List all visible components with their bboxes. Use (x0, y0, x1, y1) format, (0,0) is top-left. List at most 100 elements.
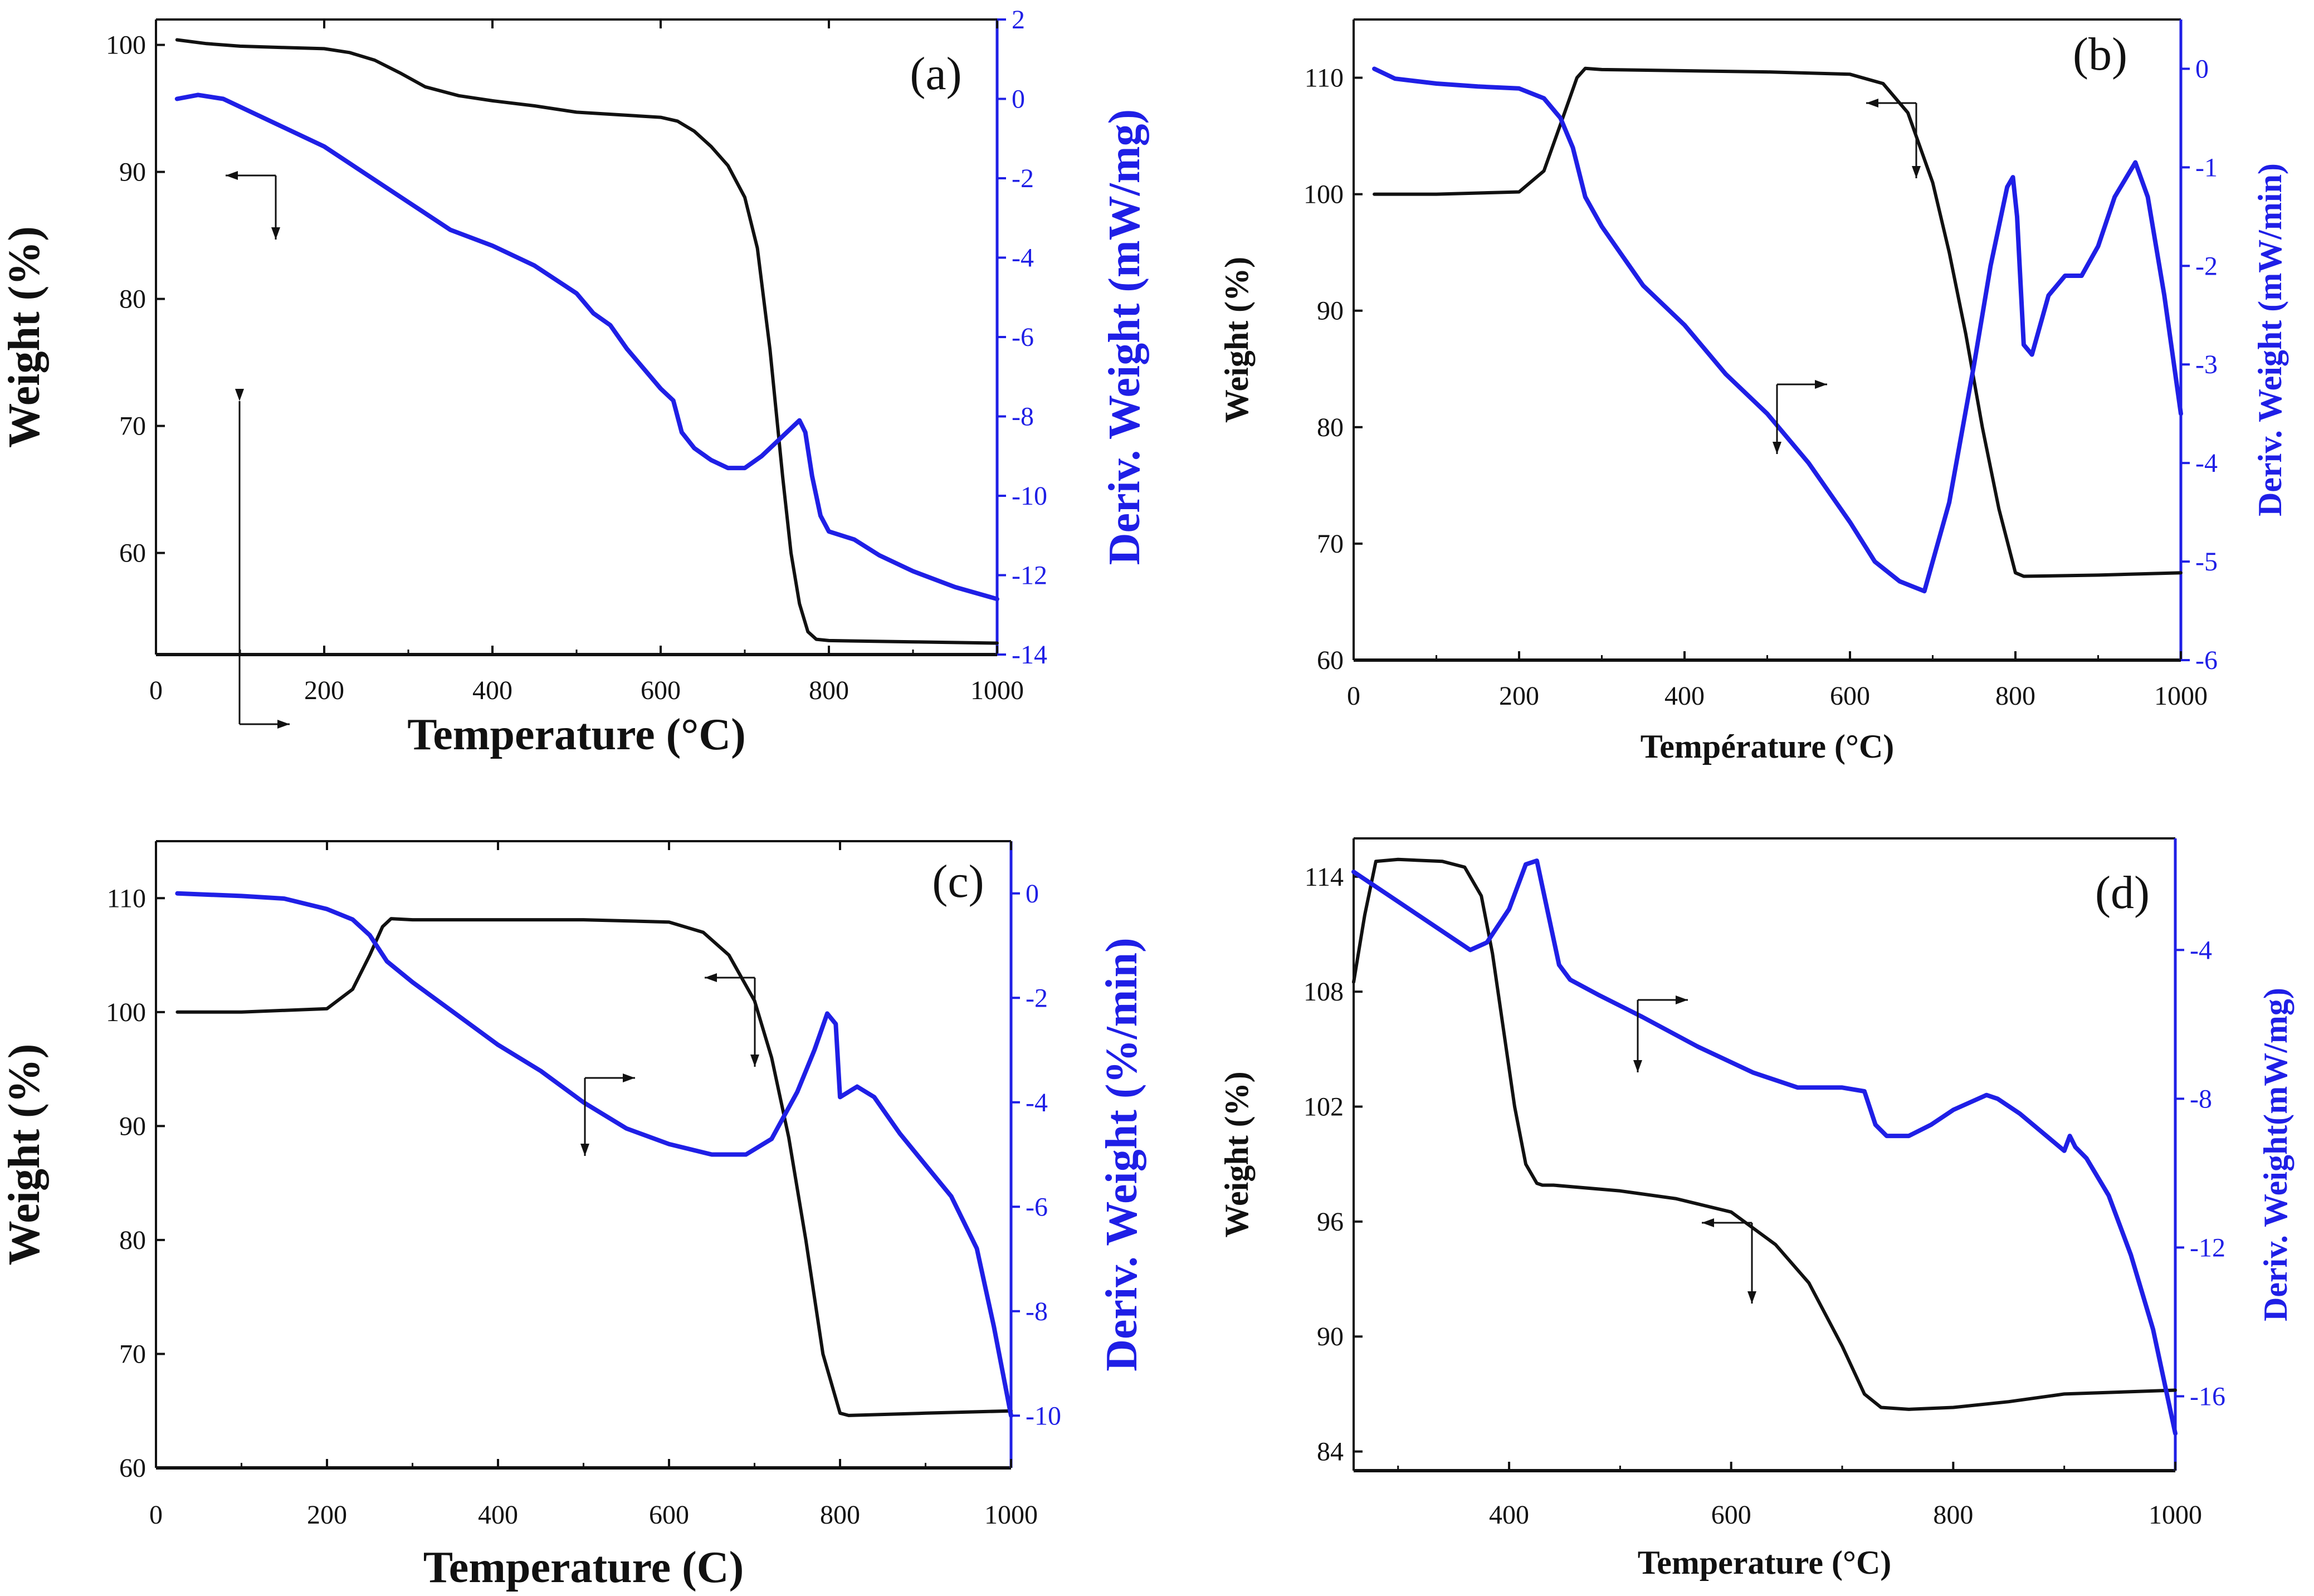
y-tick-label: 84 (1317, 1437, 1344, 1467)
y-axis-title: Weight (%) (0, 226, 49, 448)
y-tick-label: 90 (119, 158, 146, 187)
x-tick-label: 1000 (2149, 1500, 2202, 1530)
y-tick-label: 60 (119, 539, 146, 568)
y-tick-label: 108 (1304, 977, 1344, 1007)
y-tick-label: 100 (106, 998, 146, 1027)
y-axis-title: Weight (%) (1218, 1071, 1255, 1237)
x-tick-label: 400 (472, 676, 512, 705)
chart-panel-4: 400 600 800 1000 84 90 96 102 108 114 -16 -12 -8 -4 Te… (1218, 837, 2294, 1581)
y2-tick-label: -8 (1026, 1297, 1048, 1326)
x-axis-title: Temperature (C) (423, 1543, 744, 1592)
y-tick-label: 100 (106, 31, 146, 60)
y2-tick-label: -2 (2195, 251, 2218, 281)
y2-tick-label: -2 (1026, 983, 1048, 1013)
y-tick-label: 102 (1304, 1092, 1344, 1122)
panel-label: (c) (932, 856, 984, 907)
y-tick-label: 60 (119, 1453, 146, 1483)
arrow-to-left-axis (1702, 1218, 1756, 1304)
arrow-to-right-axis (1773, 380, 1827, 454)
y2-tick-label: -10 (1012, 481, 1047, 511)
y2-axis-title: Deriv. Weight (%/min) (1097, 938, 1146, 1371)
y-tick-label: 90 (1317, 296, 1344, 326)
arrow-head (1866, 99, 1878, 108)
y-tick-label: 110 (107, 884, 146, 913)
arrow-head (226, 171, 238, 180)
arrow-head (277, 720, 290, 729)
y2-tick-label: -6 (1026, 1192, 1048, 1222)
x-tick-label: 1000 (984, 1500, 1038, 1530)
x-axis-title: Température (°C) (1641, 728, 1895, 765)
y2-tick-label: -4 (2190, 935, 2212, 965)
x-tick-label: 0 (1347, 681, 1360, 711)
y2-tick-label: -8 (1012, 402, 1034, 432)
deriv-weight-series (175, 891, 1013, 1418)
y2-tick-label: -4 (2195, 448, 2218, 478)
x-tick-label: 1000 (2154, 681, 2208, 711)
y2-tick-label: -2 (1012, 164, 1034, 193)
x-tick-label: 600 (1711, 1500, 1751, 1530)
x-tick-label: 600 (649, 1500, 689, 1530)
panel-label: (d) (2095, 867, 2150, 919)
arrow-head (580, 1144, 589, 1156)
y-tick-label: 96 (1317, 1207, 1344, 1237)
y-tick-label: 80 (119, 1226, 146, 1255)
y2-tick-label: -5 (2195, 547, 2218, 577)
x-axis-title: Temperature (°C) (407, 710, 745, 759)
chart-panel-3: 0 200 400 600 800 1000 60 70 80 90 100 110 -10 -8 -6 -4… (0, 840, 1146, 1592)
y-tick-label: 100 (1304, 180, 1344, 209)
y-tick-label: 70 (1317, 529, 1344, 559)
y2-tick-label: -1 (2195, 153, 2218, 182)
arrow-to-left-axis (705, 973, 759, 1067)
y-tick-label: 90 (119, 1111, 146, 1141)
panel-label: (a) (910, 48, 961, 100)
arrow-head (1702, 1218, 1714, 1227)
x-tick-label: 800 (1933, 1500, 1973, 1530)
y-tick-label: 70 (119, 1339, 146, 1369)
y2-axis-title: Deriv. Weight (mW/mg) (1100, 109, 1149, 565)
arrow-head (623, 1073, 635, 1082)
y2-tick-label: -6 (1012, 323, 1034, 352)
x-tick-label: 200 (1499, 681, 1539, 711)
weight-series (175, 38, 999, 645)
y2-axis-title: Deriv. Weight (mW/min) (2252, 163, 2288, 516)
weight-series (1352, 857, 2177, 1411)
arrow-head (1747, 1291, 1756, 1304)
x-tick-label: 800 (1995, 681, 2035, 711)
x-tick-label: 0 (149, 1500, 163, 1530)
arrow-head (705, 973, 717, 982)
arrow-head (271, 227, 280, 240)
y2-tick-label: -6 (2195, 646, 2218, 675)
x-tick-label: 400 (478, 1500, 518, 1530)
arrow-head (750, 1055, 759, 1067)
deriv-weight-series (1351, 858, 2178, 1436)
weight-series (1373, 66, 2183, 578)
y-axis-title: Weight (%) (0, 1044, 49, 1266)
y2-tick-label: 2 (1012, 5, 1025, 35)
x-tick-label: 200 (307, 1500, 347, 1530)
x-tick-label: 1000 (970, 676, 1024, 705)
chart-panel-1: 0 200 400 600 800 1000 60 70 80 90 100 -14 -12 -10 -8 -… (0, 5, 1149, 759)
x-tick-label: 0 (149, 676, 163, 705)
arrow-to-left-axis (1866, 99, 1921, 178)
arrow-head (235, 389, 244, 401)
x-tick-label: 600 (1830, 681, 1870, 711)
arrow-to-left-axis (226, 171, 280, 240)
y2-tick-label: -4 (1026, 1088, 1048, 1117)
arrow-head (1676, 995, 1688, 1004)
y2-tick-label: -3 (2195, 350, 2218, 379)
y2-tick-label: -14 (1012, 640, 1047, 670)
y-tick-label: 80 (1317, 413, 1344, 442)
arrow-head (1633, 1060, 1642, 1072)
arrow-to-right-axis (1633, 995, 1688, 1072)
arrow-head (1773, 442, 1781, 454)
y-tick-label: 114 (1305, 862, 1344, 892)
y-tick-label: 60 (1317, 646, 1344, 675)
weight-series (175, 917, 1013, 1417)
y2-tick-label: -10 (1026, 1401, 1061, 1431)
x-tick-label: 600 (641, 676, 681, 705)
y2-tick-label: -4 (1012, 243, 1034, 273)
x-tick-label: 400 (1664, 681, 1705, 711)
y2-tick-label: 0 (1012, 85, 1025, 114)
y-tick-label: 80 (119, 285, 146, 314)
